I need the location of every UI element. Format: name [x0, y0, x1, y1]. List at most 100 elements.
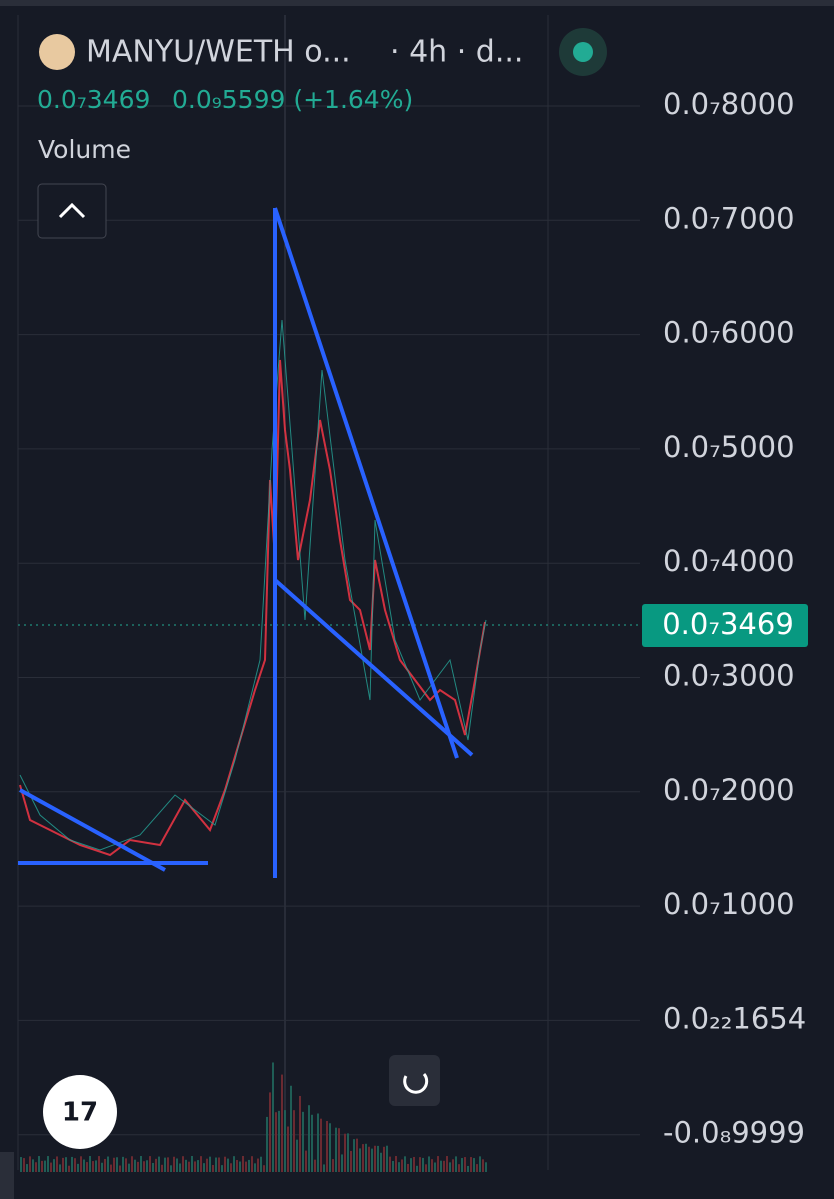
volume-bar — [431, 1159, 433, 1172]
volume-bar — [374, 1145, 376, 1172]
volume-bar — [62, 1157, 64, 1172]
volume-bar — [77, 1163, 79, 1172]
interval: · 4h · d... — [390, 35, 523, 70]
volume-bar — [203, 1163, 205, 1172]
volume-bar — [443, 1160, 445, 1172]
volume-bar — [398, 1162, 400, 1172]
volume-bar — [173, 1156, 175, 1172]
volume-bar — [227, 1158, 229, 1172]
side-tab[interactable] — [0, 1152, 14, 1199]
volume-bar — [470, 1157, 472, 1172]
volume-bar — [263, 1165, 265, 1172]
volume-bar — [329, 1123, 331, 1172]
top-bar — [0, 0, 834, 6]
volume-bar — [164, 1157, 166, 1172]
volume-bar — [359, 1148, 361, 1172]
volume-bar — [185, 1159, 187, 1172]
volume-bar — [80, 1156, 82, 1172]
volume-bar — [125, 1158, 127, 1172]
volume-bar — [89, 1156, 91, 1172]
volume-bar — [476, 1164, 478, 1172]
trend-line — [273, 578, 474, 757]
volume-bar — [38, 1156, 40, 1172]
volume-bar — [464, 1157, 466, 1172]
volume-bar — [314, 1159, 316, 1172]
volume-bar — [458, 1164, 460, 1172]
volume-bar — [296, 1139, 298, 1172]
volume-bar — [224, 1156, 226, 1172]
volume-bar — [182, 1156, 184, 1172]
volume-bar — [155, 1158, 157, 1172]
volume-bar — [209, 1156, 211, 1172]
volume-bar — [383, 1146, 385, 1172]
volume-bar — [302, 1111, 304, 1172]
volume-bar — [248, 1159, 250, 1172]
volume-bar — [29, 1156, 31, 1172]
volume-bar — [194, 1161, 196, 1172]
collapse-button[interactable] — [37, 183, 107, 239]
symbol: MANYU/WETH o... — [86, 35, 351, 70]
scale-label: 0.0₇8000 — [663, 87, 795, 121]
volume-bar — [98, 1156, 100, 1172]
volume-bar — [197, 1160, 199, 1172]
volume-bar — [287, 1126, 289, 1172]
volume-bar — [338, 1128, 340, 1172]
scale-label: 0.0₇7000 — [663, 201, 795, 235]
grid — [18, 105, 640, 1136]
volume-bar — [158, 1156, 160, 1172]
price-badge — [642, 604, 808, 647]
volume-bar — [320, 1118, 322, 1172]
token-icon — [39, 34, 75, 70]
volume-bar — [119, 1165, 121, 1172]
scale-label: 0.0₇5000 — [663, 430, 795, 464]
reset-button[interactable] — [389, 1055, 440, 1106]
volume-bar — [254, 1163, 256, 1172]
tv-logo[interactable] — [43, 1075, 117, 1149]
volume-bar — [92, 1161, 94, 1172]
volume-bar — [332, 1159, 334, 1172]
volume-bar — [74, 1158, 76, 1172]
volume-bar — [236, 1159, 238, 1172]
volume-bar — [413, 1156, 415, 1172]
volume-bar — [452, 1159, 454, 1172]
volume-bar — [23, 1158, 25, 1172]
volume-bar — [215, 1157, 217, 1172]
volume-bar — [404, 1156, 406, 1172]
volume-bar — [419, 1157, 421, 1172]
volume-bar — [401, 1159, 403, 1172]
volume-bar — [362, 1144, 364, 1172]
volume-bar — [311, 1114, 313, 1172]
volume-bar — [134, 1159, 136, 1172]
volume-bar — [143, 1161, 145, 1172]
volume-bar — [365, 1143, 367, 1172]
volume-bar — [347, 1133, 349, 1172]
volume-bar — [230, 1163, 232, 1172]
volume-bar — [188, 1161, 190, 1172]
trend-line — [19, 788, 166, 872]
volume-bar — [272, 1062, 274, 1172]
price-scale: 0.0₇8000 0.0₇7000 0.0₇6000 0.0₇5000 0.0₇4000… — [663, 87, 806, 1150]
volume-bar — [380, 1152, 382, 1172]
volume-bar — [353, 1139, 355, 1172]
volume-bar — [257, 1158, 259, 1172]
volume-bar — [260, 1156, 262, 1172]
volume-bar — [59, 1164, 61, 1172]
volume-bar — [20, 1157, 22, 1172]
volume-bar — [440, 1160, 442, 1172]
volume-bar — [32, 1159, 34, 1172]
volume-bar — [308, 1105, 310, 1172]
volume-bar — [467, 1165, 469, 1172]
volume-bar — [410, 1158, 412, 1172]
volume-bar — [41, 1160, 43, 1172]
volume-bar — [371, 1148, 373, 1172]
volume-bar — [47, 1156, 49, 1172]
volume-bar — [53, 1159, 55, 1172]
volume-bar — [242, 1156, 244, 1172]
volume-bar — [86, 1162, 88, 1172]
volume-bar — [200, 1156, 202, 1172]
scale-label: 0.0₂₂1654 — [663, 1001, 806, 1035]
volume-bar — [326, 1120, 328, 1172]
volume-bar — [479, 1156, 481, 1172]
volume-bar — [407, 1163, 409, 1172]
volume-bar — [293, 1110, 295, 1172]
